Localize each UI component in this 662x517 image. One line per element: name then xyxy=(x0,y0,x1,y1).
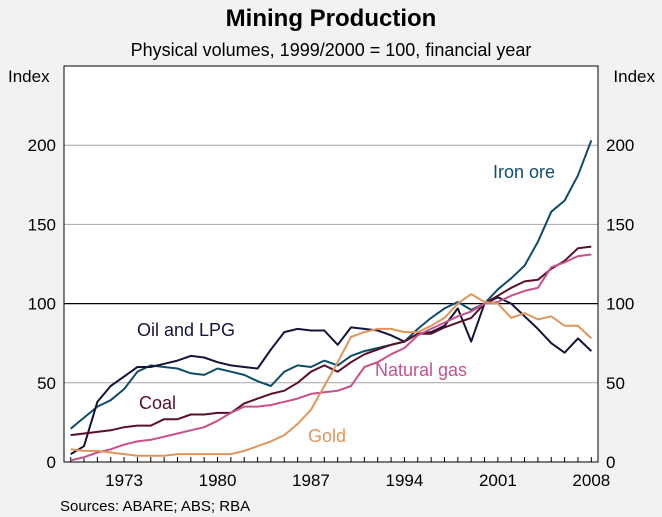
y-tick-right-150: 150 xyxy=(606,215,634,234)
x-tick-label-1980: 1980 xyxy=(199,471,237,490)
y-tick-left-50: 50 xyxy=(37,374,56,393)
x-tick-label-1973: 1973 xyxy=(105,471,143,490)
x-tick-labels: 1973 1980 1987 1994 2001 2008 xyxy=(105,471,610,490)
x-tick-label-2001: 2001 xyxy=(479,471,517,490)
x-tick-label-1994: 1994 xyxy=(386,471,424,490)
y-tick-left-0: 0 xyxy=(47,453,56,472)
label-natural-gas: Natural gas xyxy=(375,360,467,380)
series-line-gold xyxy=(70,293,592,457)
label-iron-ore: Iron ore xyxy=(493,162,555,182)
label-oil-and-lpg: Oil and LPG xyxy=(137,320,235,340)
x-tick-label-2008: 2008 xyxy=(572,471,610,490)
source-note: Sources: ABARE; ABS; RBA xyxy=(60,498,250,515)
y-axis-label-right: Index xyxy=(613,67,655,86)
y-tick-left-100: 100 xyxy=(28,295,56,314)
y-tick-left-200: 200 xyxy=(28,136,56,155)
plot-frame xyxy=(63,65,599,463)
series-line-natural-gas xyxy=(70,253,592,462)
chart-title: Mining Production xyxy=(226,5,437,32)
y-tick-right-100: 100 xyxy=(606,295,634,314)
y-tick-right-200: 200 xyxy=(606,136,634,155)
x-tick-label-1987: 1987 xyxy=(292,471,330,490)
y-axis-label-left: Index xyxy=(8,67,50,86)
series-line-coal xyxy=(70,245,592,437)
label-coal: Coal xyxy=(139,393,176,413)
plot-area xyxy=(64,66,598,462)
x-axis-ticks xyxy=(70,457,592,462)
y-tick-labels: 0 0 50 50 100 100 150 150 200 200 xyxy=(28,136,635,472)
y-tick-right-50: 50 xyxy=(606,374,625,393)
chart-subtitle: Physical volumes, 1999/2000 = 100, finan… xyxy=(131,40,532,60)
gridlines xyxy=(64,144,598,384)
series-lines xyxy=(70,140,593,462)
y-tick-right-0: 0 xyxy=(606,453,615,472)
series-line-oil-and-lpg xyxy=(70,296,592,455)
label-gold: Gold xyxy=(308,426,346,446)
y-tick-left-150: 150 xyxy=(28,215,56,234)
